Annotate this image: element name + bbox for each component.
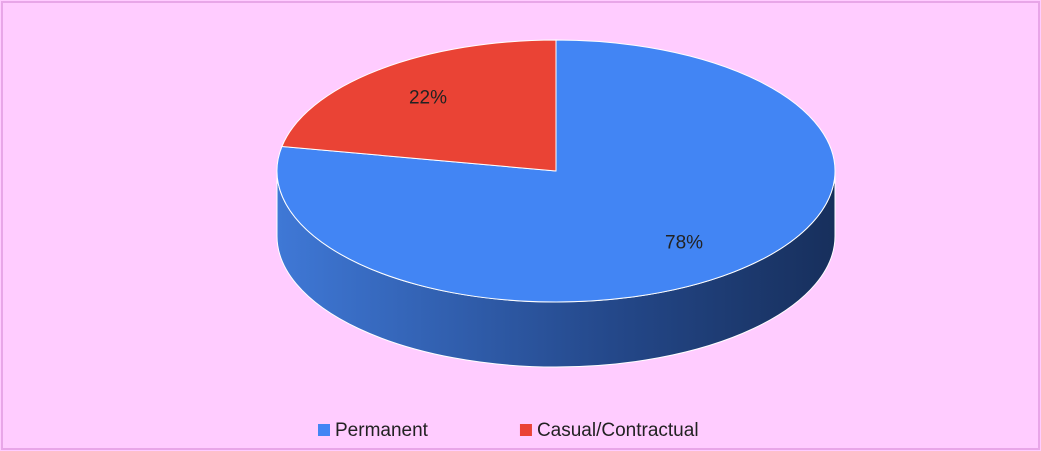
legend-label: Casual/Contractual	[537, 420, 699, 441]
pie-slice	[281, 39, 557, 172]
data-label: 22%	[409, 87, 447, 108]
legend-swatch	[318, 424, 330, 436]
legend-swatch	[519, 424, 532, 436]
data-label: 78%	[665, 233, 703, 254]
legend-label: Permanent	[335, 420, 429, 441]
pie-slice	[276, 39, 836, 303]
